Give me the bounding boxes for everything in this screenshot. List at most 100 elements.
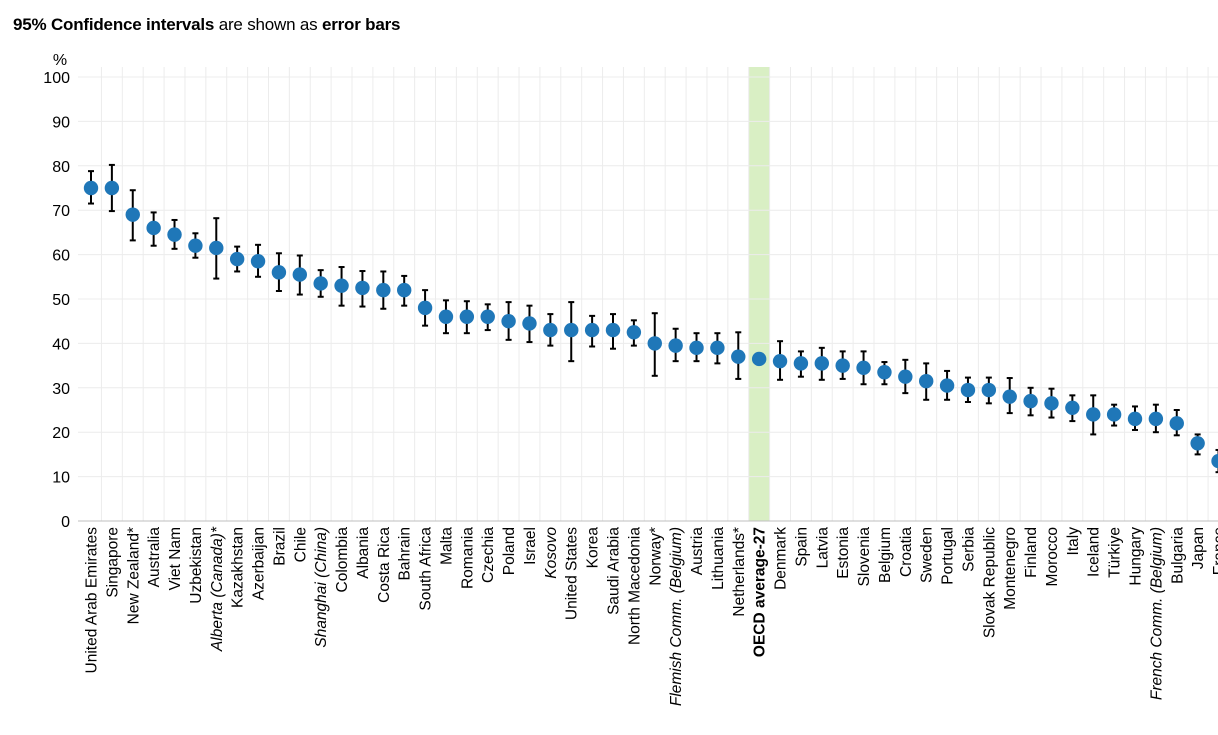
- y-tick-label: 50: [52, 292, 70, 309]
- category-label: Saudi Arabia: [606, 527, 623, 615]
- chart-title-bold-part-1: 95% Confidence intervals: [13, 15, 215, 34]
- y-tick-label: 20: [52, 425, 70, 442]
- category-label: Poland: [501, 527, 518, 575]
- category-label: Italy: [1065, 527, 1082, 556]
- data-point: [83, 180, 99, 196]
- data-point: [1044, 396, 1059, 411]
- data-point: [480, 309, 495, 324]
- category-label: Albania: [355, 527, 372, 579]
- category-label: United Arab Emirates: [84, 527, 101, 674]
- category-label: Shanghai (China): [313, 527, 330, 648]
- category-label: Singapore: [104, 527, 121, 598]
- data-point: [1023, 393, 1038, 409]
- category-label: Norway*: [647, 527, 664, 586]
- data-point: [250, 254, 266, 269]
- y-tick-label: 40: [52, 336, 70, 353]
- category-label: Australia: [146, 527, 163, 588]
- category-label: Montenegro: [1002, 527, 1019, 610]
- data-point: [355, 280, 370, 296]
- data-point: [543, 322, 558, 338]
- data-point: [793, 356, 809, 371]
- data-point: [1002, 389, 1017, 404]
- category-label: New Zealand*: [125, 527, 142, 624]
- data-point: [167, 227, 182, 242]
- data-point: [188, 238, 203, 253]
- data-point: [605, 322, 621, 338]
- chart-title-normal-part: are shown as: [218, 15, 318, 34]
- data-point: [960, 382, 976, 398]
- y-tick-label: 60: [52, 248, 70, 265]
- category-label: Hungary: [1128, 527, 1145, 586]
- data-point: [877, 365, 892, 380]
- category-label: Czechia: [480, 527, 497, 583]
- chart-title: 95% Confidence intervals are shown as er…: [13, 15, 400, 35]
- data-point: [919, 373, 934, 389]
- category-label: Lithuania: [710, 527, 727, 590]
- category-label: Alberta (Canada)*: [209, 526, 226, 652]
- category-label: Kazakhstan: [230, 527, 247, 608]
- data-point: [229, 251, 245, 267]
- category-label: Azerbaijan: [251, 527, 268, 600]
- data-point: [1127, 411, 1143, 427]
- category-label: Costa Rica: [376, 527, 393, 603]
- category-label-layer: United Arab Emirates Singapore New Zealand…: [84, 526, 1218, 706]
- category-label: Denmark: [773, 527, 790, 590]
- category-label: France: [1211, 527, 1218, 575]
- data-point: [939, 378, 955, 393]
- category-label: Portugal: [940, 527, 957, 585]
- y-axis-unit-label: %: [53, 52, 67, 69]
- data-point: [772, 353, 788, 369]
- data-point: [459, 309, 475, 324]
- category-label: Austria: [689, 527, 706, 576]
- data-point: [751, 351, 767, 367]
- data-point: [564, 322, 579, 338]
- y-tick-label: 70: [52, 203, 70, 220]
- data-point: [1065, 400, 1080, 415]
- highlight-band-layer: [748, 67, 770, 521]
- category-label: Slovak Republic: [981, 527, 998, 638]
- category-label: Israel: [522, 527, 539, 565]
- category-label: Chile: [292, 527, 309, 562]
- data-point: [584, 322, 600, 338]
- category-label: Sweden: [919, 527, 936, 583]
- category-label: North Macedonia: [626, 527, 643, 645]
- category-label: Iceland: [1086, 527, 1103, 577]
- category-label: Japan: [1190, 527, 1207, 569]
- data-point: [668, 338, 683, 353]
- data-point: [835, 358, 850, 373]
- category-label: Finland: [1023, 527, 1040, 578]
- category-label: Belgium: [877, 527, 894, 583]
- errorbar-layer: [88, 163, 1218, 474]
- data-point: [710, 340, 725, 356]
- chart-title-bold-part-2: error bars: [321, 15, 401, 34]
- y-tick-label: 0: [61, 514, 70, 531]
- data-point: [981, 382, 997, 398]
- data-point: [313, 276, 328, 291]
- category-label: Bahrain: [397, 527, 414, 580]
- category-label: Colombia: [334, 527, 351, 593]
- category-label: Flemish Comm. (Belgium): [668, 527, 685, 706]
- data-point: [689, 340, 704, 356]
- data-point: [334, 278, 349, 293]
- category-label: Croatia: [898, 527, 915, 577]
- y-tick-label: 80: [52, 159, 70, 176]
- category-label: Netherlands*: [731, 527, 748, 617]
- data-point: [1086, 407, 1101, 422]
- category-label: Uzbekistan: [188, 527, 205, 604]
- data-point: [125, 207, 140, 222]
- category-label: Kosovo: [543, 527, 560, 579]
- data-point: [731, 349, 746, 364]
- category-label: Estonia: [835, 527, 852, 579]
- category-label: Slovenia: [856, 527, 873, 587]
- category-label: Malta: [438, 527, 455, 565]
- category-label: Türkiye: [1107, 527, 1124, 578]
- y-tick-label: 90: [52, 114, 70, 131]
- highlight-band: [748, 67, 770, 521]
- data-point: [856, 360, 871, 376]
- data-point: [397, 282, 412, 298]
- y-tick-label: 100: [43, 70, 70, 87]
- data-point: [292, 267, 307, 282]
- data-point: [1106, 407, 1122, 422]
- category-label: Romania: [459, 527, 476, 589]
